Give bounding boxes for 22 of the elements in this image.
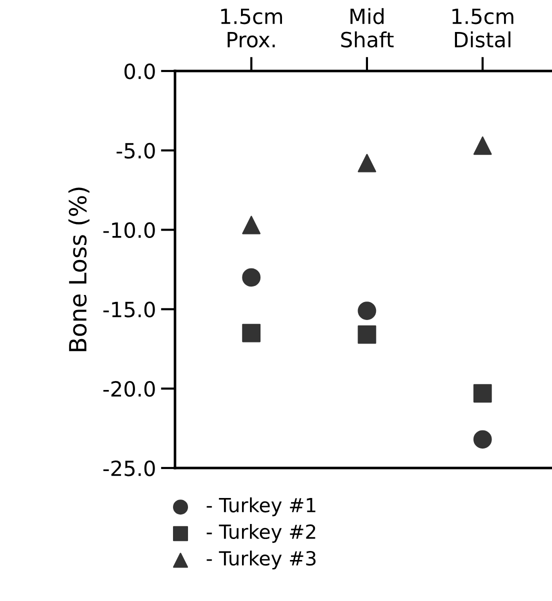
y-tick-label: -25.0	[103, 460, 155, 476]
point	[242, 268, 261, 287]
legend-label: - Turkey #2	[206, 524, 316, 543]
y-tick-label: -20.0	[103, 381, 155, 397]
point	[242, 324, 261, 342]
point	[242, 216, 261, 234]
legend-label: - Turkey #1	[206, 497, 316, 516]
point	[473, 384, 492, 403]
y-tick-label: -5.0	[116, 142, 155, 159]
y-axis-title: Bone Loss (%)	[68, 188, 90, 352]
point	[358, 325, 376, 344]
x-tick-label: 1.5cm Prox.	[221, 8, 282, 48]
x-tick-label: Mid Shaft	[341, 8, 394, 48]
point	[358, 302, 376, 320]
legend-label: - Turkey #3	[206, 550, 316, 570]
y-tick-label: 0.0	[124, 63, 155, 80]
y-tick-label: -15.0	[103, 302, 155, 318]
point	[473, 430, 492, 449]
x-tick-label: 1.5cm Distal	[452, 8, 514, 48]
point	[358, 154, 376, 172]
point	[473, 136, 492, 155]
y-tick-label: -10.0	[103, 222, 155, 238]
